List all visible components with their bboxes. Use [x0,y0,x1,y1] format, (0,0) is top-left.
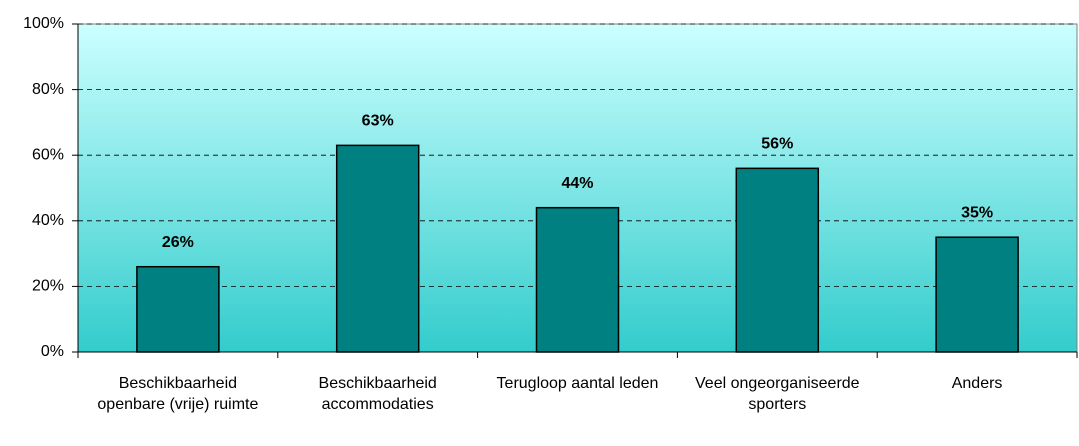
y-tick-label: 20% [32,278,64,295]
bar [935,236,1019,353]
data-label: 35% [961,204,993,221]
x-tick-label: Terugloop aantal leden [496,375,659,392]
y-tick-label: 0% [41,343,64,360]
bar [735,167,820,353]
data-label: 56% [761,136,793,153]
bar [136,265,220,353]
x-tick-label: Veel ongeorganiseerde sporters [695,375,860,413]
x-tick-label: Anders [951,375,1003,392]
data-label: 44% [561,175,593,192]
y-tick-label: 80% [32,81,64,98]
data-label: 63% [362,113,394,130]
x-tick-label: Beschikbaarheid openbare (vrije) ruimte [97,375,259,413]
x-tick-label: Beschikbaarheid accommodaties [318,375,437,413]
y-tick-label: 60% [32,146,64,163]
bar [535,206,620,353]
data-label: 26% [162,234,194,251]
y-tick-label: 40% [32,212,64,229]
y-tick-label: 100% [23,15,64,32]
bar [335,144,420,353]
